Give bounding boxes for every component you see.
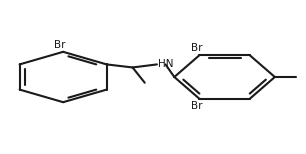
Text: Br: Br (191, 101, 202, 111)
Text: Br: Br (191, 43, 202, 53)
Text: HN: HN (159, 59, 174, 69)
Text: Br: Br (54, 40, 66, 50)
